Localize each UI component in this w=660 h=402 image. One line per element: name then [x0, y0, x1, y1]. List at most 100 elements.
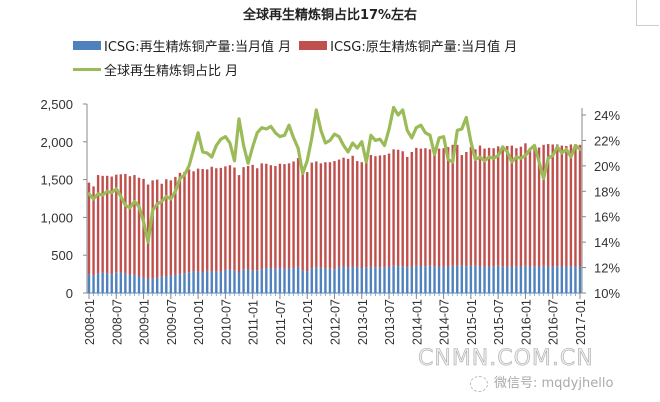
bar-primary: [469, 147, 473, 266]
bar-primary: [392, 149, 395, 266]
bar-recycled: [324, 268, 327, 293]
bar-primary: [174, 176, 177, 275]
x-tick-label: 2012-01: [301, 299, 315, 345]
bar-primary: [246, 165, 250, 270]
bar-primary: [451, 144, 454, 266]
x-tick-label: 2008-07: [110, 299, 124, 345]
bar-primary: [210, 166, 213, 272]
bar-recycled: [265, 268, 268, 293]
bar-primary: [456, 144, 459, 266]
bar-recycled: [578, 266, 582, 293]
bar-recycled: [542, 265, 545, 293]
bar-recycled: [342, 266, 345, 293]
bar-recycled: [110, 274, 113, 293]
bar-primary: [342, 157, 345, 267]
bar-recycled: [124, 273, 127, 293]
bar-primary: [401, 151, 404, 267]
bar-primary: [206, 169, 209, 271]
bar-primary: [269, 165, 273, 269]
y2-tick-label: 16%: [594, 210, 620, 225]
bar-recycled: [160, 276, 163, 293]
bar-primary: [369, 155, 373, 267]
bar-recycled: [369, 266, 373, 293]
bar-primary: [119, 174, 123, 273]
bar-recycled: [496, 265, 500, 293]
y-tick-label: 2,500: [40, 97, 73, 112]
bar-recycled: [101, 272, 104, 293]
bar-recycled: [137, 275, 141, 293]
wechat-icon: [470, 375, 488, 392]
bar-recycled: [319, 267, 323, 293]
bar-primary: [319, 163, 323, 268]
bar-recycled: [551, 266, 554, 293]
bar-primary: [460, 155, 463, 266]
bar-primary: [219, 167, 223, 272]
bar-primary: [515, 148, 518, 267]
bar-primary: [474, 149, 477, 266]
bar-recycled: [474, 265, 477, 293]
bar-recycled: [92, 275, 95, 293]
bar-recycled: [133, 274, 136, 293]
bar-primary: [533, 145, 536, 267]
bar-recycled: [151, 278, 154, 293]
bar-recycled: [115, 272, 118, 293]
axes: [83, 103, 586, 299]
bar-primary: [528, 150, 532, 267]
bar-primary: [578, 144, 582, 267]
bar-recycled: [392, 265, 395, 293]
bar-recycled: [560, 266, 564, 293]
bar-recycled: [556, 266, 559, 293]
bar-recycled: [433, 266, 436, 293]
bar-primary: [215, 168, 218, 272]
bar-recycled: [446, 266, 450, 293]
bar-primary: [169, 180, 173, 276]
bar-recycled: [183, 273, 186, 293]
bar-recycled: [456, 265, 459, 293]
bar-primary: [337, 159, 341, 267]
bar-primary: [415, 147, 418, 266]
bar-recycled: [396, 266, 400, 293]
bar-primary: [483, 148, 486, 267]
bar-primary: [133, 175, 136, 275]
bar-recycled: [246, 269, 250, 293]
bar-primary: [242, 167, 245, 270]
chart-legend: ICSG:再生精炼铜产量:当月值 月 ICSG:原生精炼铜产量:当月值 月 全球…: [73, 33, 525, 81]
bar-primary: [351, 155, 354, 267]
bar-primary: [306, 172, 309, 272]
bar-recycled: [528, 266, 532, 293]
bar-recycled: [328, 268, 332, 293]
bar-primary: [124, 173, 127, 274]
bar-primary: [396, 149, 400, 267]
bar-primary: [87, 182, 91, 275]
y-tick-label: 2,000: [40, 135, 73, 150]
bar-recycled: [415, 265, 418, 293]
y2-tick-label: 18%: [594, 184, 620, 199]
bar-recycled: [242, 269, 245, 293]
bar-recycled: [442, 266, 445, 293]
bar-primary: [101, 175, 104, 273]
bar-primary: [387, 153, 391, 267]
bar-primary: [328, 162, 332, 269]
bar-recycled: [283, 268, 286, 293]
bar-recycled: [206, 270, 209, 293]
bar-recycled: [533, 266, 536, 293]
bar-recycled: [437, 266, 441, 293]
bar-primary: [428, 149, 432, 266]
bar-recycled: [278, 268, 282, 293]
x-tick-label: 2013-07: [383, 299, 397, 345]
bar-primary: [196, 168, 200, 272]
corner-frame: [636, 0, 659, 26]
bar-recycled: [196, 271, 200, 293]
bar-primary: [333, 161, 336, 270]
y-tick-label: 500: [51, 248, 73, 263]
bar-primary: [301, 166, 304, 271]
x-tick-label: 2008-01: [83, 299, 97, 345]
bar-primary: [265, 163, 268, 269]
bar-recycled: [424, 266, 427, 293]
legend-label-primary: ICSG:原生精炼铜产量:当月值 月: [330, 39, 518, 55]
bar-recycled: [315, 267, 318, 293]
bar-primary: [465, 152, 468, 267]
bar-primary: [356, 161, 359, 267]
x-tick-label: 2013-01: [356, 299, 370, 345]
